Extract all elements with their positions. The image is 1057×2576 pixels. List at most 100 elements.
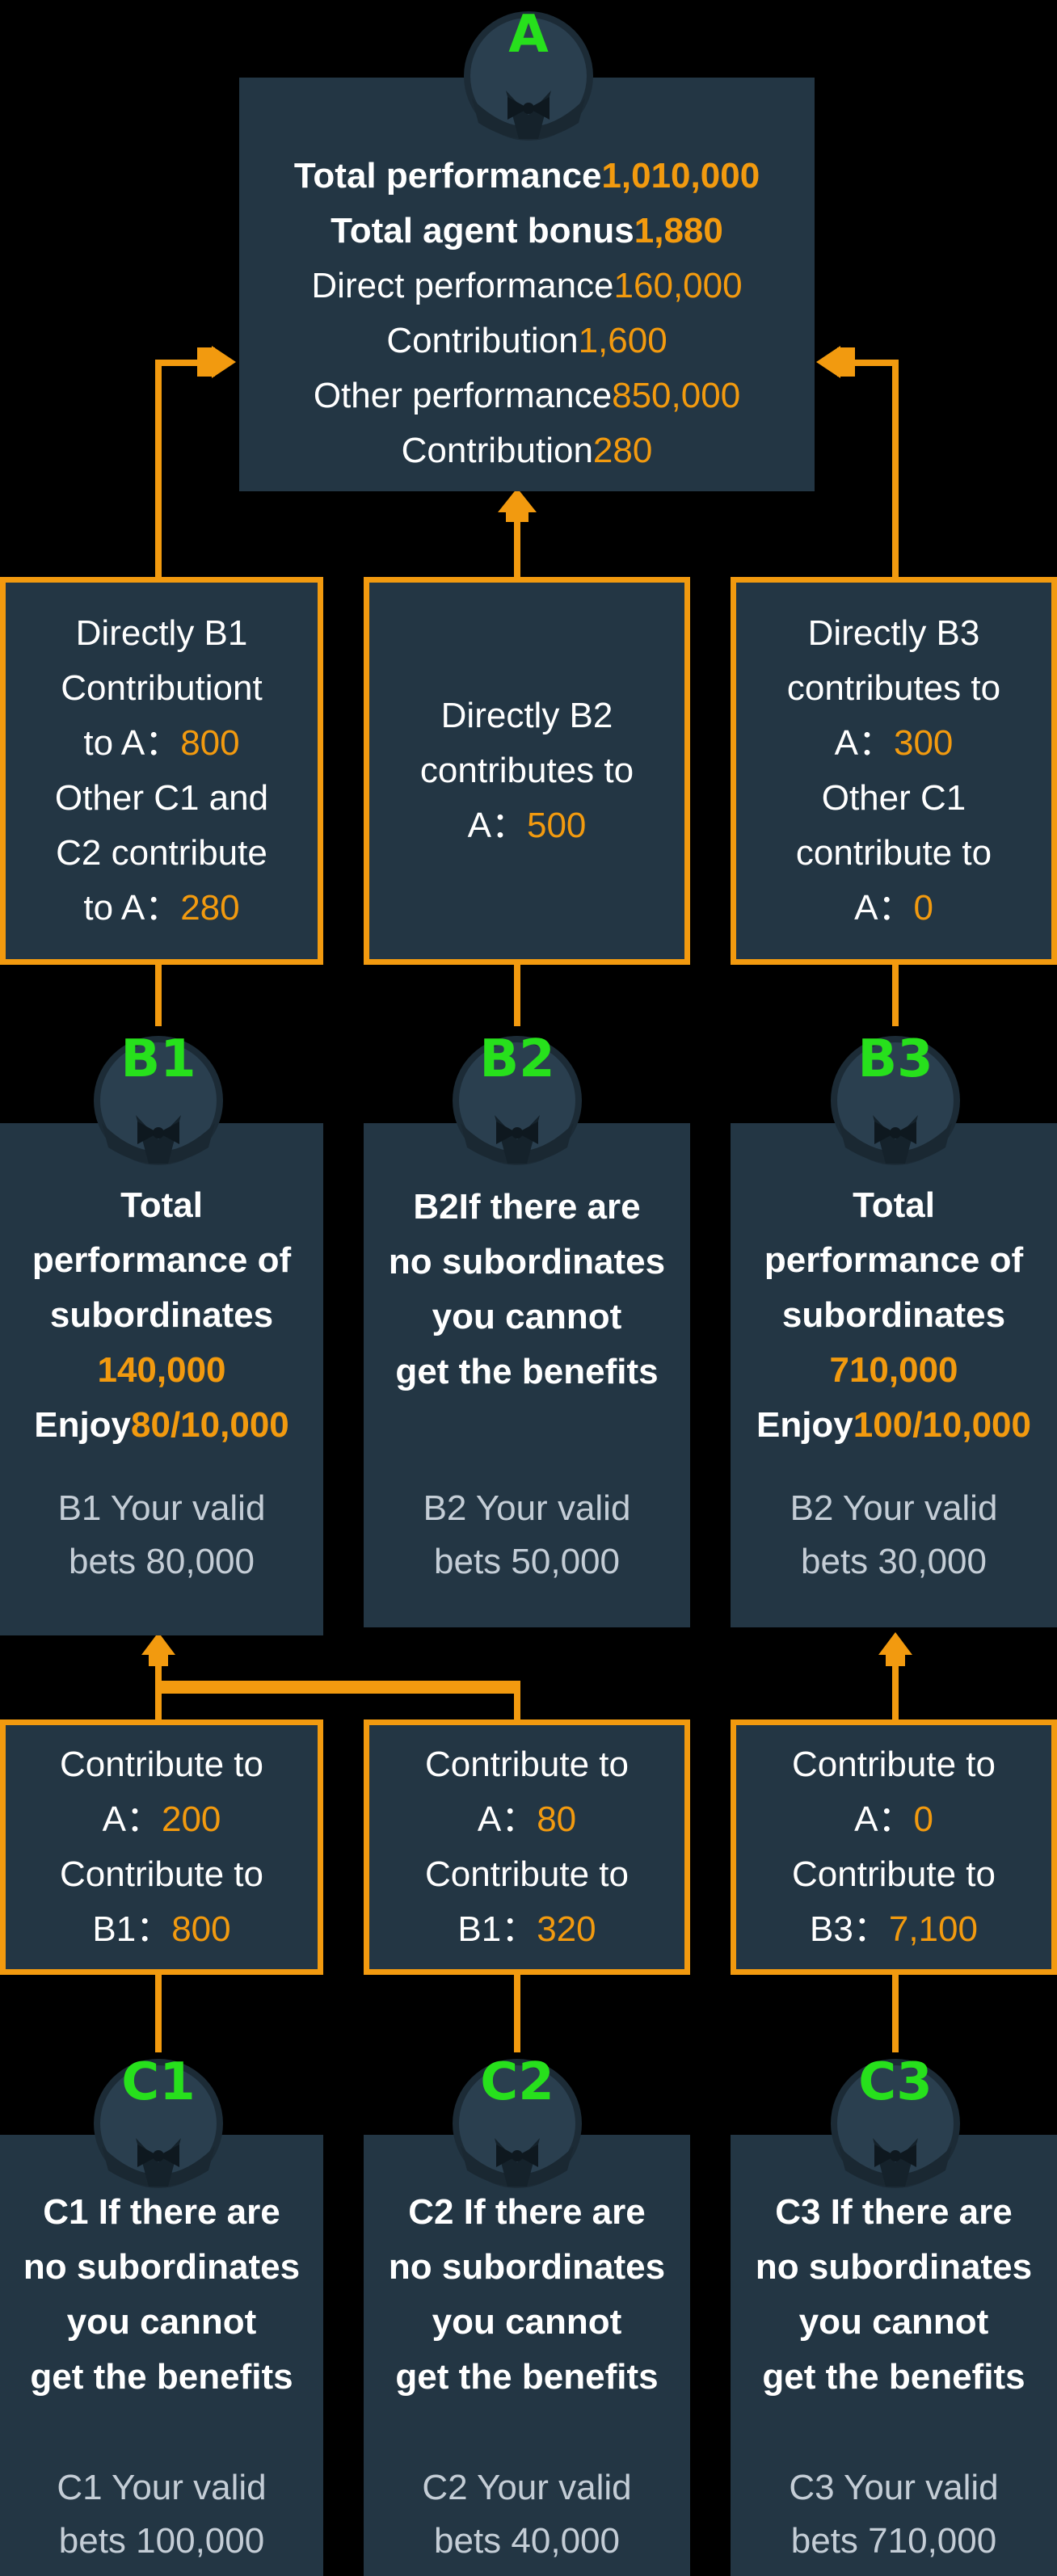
contribution-value: 300 (893, 723, 954, 763)
text-line: Contribute to (792, 1854, 996, 1894)
connector-line (514, 517, 520, 578)
avatar-icon: C3 (824, 2049, 966, 2191)
avatar-label: C1 (121, 2052, 196, 2112)
avatar-label: C2 (480, 2052, 554, 2112)
text-line: A：300 (834, 723, 954, 763)
arrowhead-icon (816, 346, 840, 378)
valid-bets-line: bets 710,000 (790, 2521, 997, 2561)
connector-line (892, 360, 899, 578)
performance-value: 140,000 (97, 1350, 226, 1390)
valid-bets-line: bets 100,000 (58, 2521, 265, 2561)
arrowhead-icon (141, 1632, 175, 1655)
valid-bets-line: B1 Your valid (57, 1488, 266, 1528)
direct-performance-label: Direct performance (311, 266, 614, 305)
text-line: Total (853, 1185, 935, 1225)
avatar-icon: A (457, 2, 600, 144)
contribution-row: Contribution280 (239, 423, 815, 478)
connector-line (149, 1653, 168, 1666)
connector-line (514, 1972, 520, 2052)
connector-line (837, 347, 855, 377)
connector-line (506, 509, 528, 522)
contribution-value: 1,600 (578, 321, 667, 360)
text-line: performance of (764, 1240, 1024, 1280)
node-b2-card: B2If there are no subordinates you canno… (364, 1123, 690, 1627)
node-b1-card: Total performance of subordinates 140,00… (0, 1123, 323, 1635)
valid-bets-line: bets 80,000 (69, 1542, 255, 1581)
text-line: you cannot (798, 2302, 989, 2342)
text-line: you cannot (432, 1297, 622, 1336)
text-line: subordinates (49, 1295, 274, 1335)
text-line: Other C1 and (54, 778, 269, 818)
direct-performance-row: Direct performance160,000 (239, 259, 815, 314)
performance-value: 710,000 (829, 1350, 958, 1390)
total-bonus-label: Total agent bonus (331, 211, 634, 250)
connector-line (155, 1972, 162, 2052)
contribution-value: 0 (913, 1799, 933, 1839)
connector-line (892, 1972, 899, 2052)
contribution-value: 800 (180, 723, 240, 763)
text-line: A：500 (467, 806, 587, 845)
connector-line (892, 1656, 899, 1721)
text-line: C1 If there are (43, 2192, 280, 2232)
contribution-label: Contribution (401, 431, 593, 470)
b2-contribution-card: Directly B2 contributes to A：500 (364, 577, 690, 965)
text-line: get the benefits (762, 2357, 1025, 2397)
avatar-label: B2 (479, 1029, 555, 1089)
valid-bets-line: B2 Your valid (790, 1488, 998, 1528)
text-line: no subordinates (755, 2247, 1033, 2287)
text-line: Contribute to (425, 1854, 629, 1894)
text-line: get the benefits (395, 2357, 659, 2397)
avatar-icon: B3 (824, 1026, 966, 1168)
connector-line (840, 360, 897, 366)
text-line: Contribute to (425, 1745, 629, 1784)
total-performance-label: Total performance (293, 156, 602, 196)
text-line: C2 If there are (408, 2192, 646, 2232)
contribution-value: 280 (592, 431, 653, 470)
text-line: A：0 (854, 888, 933, 928)
text-line: get the benefits (30, 2357, 293, 2397)
enjoy-row: Enjoy80/10,000 (34, 1405, 289, 1445)
text-line: Other C1 (821, 778, 966, 818)
enjoy-value: 80/10,000 (131, 1405, 289, 1445)
other-performance-value: 850,000 (612, 376, 741, 415)
text-line: B1：320 (457, 1909, 596, 1949)
contribution-value: 80 (537, 1799, 577, 1839)
text-line: no subordinates (388, 2247, 666, 2287)
arrowhead-icon (878, 1632, 912, 1655)
avatar-label: C3 (858, 2052, 933, 2112)
text-line: get the benefits (395, 1352, 659, 1391)
text-line: you cannot (432, 2302, 622, 2342)
text-line: B3：7,100 (810, 1909, 978, 1949)
avatar-icon: C1 (87, 2049, 230, 2191)
connector-line (514, 1681, 520, 1721)
enjoy-value: 100/10,000 (853, 1405, 1031, 1445)
text-line: Directly B3 (807, 613, 980, 653)
node-c1-card: C1 If there are no subordinates you cann… (0, 2135, 323, 2576)
total-bonus-row: Total agent bonus1,880 (239, 204, 815, 259)
text-line: to A：800 (83, 723, 240, 763)
direct-performance-value: 160,000 (613, 266, 743, 305)
node-c3-card: C3 If there are no subordinates you cann… (731, 2135, 1057, 2576)
text-line: to A：280 (83, 888, 240, 928)
connector-line (155, 962, 162, 1026)
arrowhead-icon (212, 346, 236, 378)
c2-contribution-card: Contribute to A：80 Contribute to B1：320 (364, 1719, 690, 1975)
avatar-label: B1 (120, 1029, 196, 1089)
avatar-label: A (508, 5, 549, 65)
node-b3-card: Total performance of subordinates 710,00… (731, 1123, 1057, 1627)
valid-bets-line: bets 30,000 (801, 1542, 987, 1581)
b1-contribution-card: Directly B1 Contributiont to A：800 Other… (0, 577, 323, 965)
b3-contribution-card: Directly B3 contributes to A：300 Other C… (731, 577, 1057, 965)
connector-line (197, 347, 215, 377)
text-line: subordinates (781, 1295, 1006, 1335)
connector-line (155, 360, 162, 578)
connector-line (514, 962, 520, 1026)
text-line: C2 contribute (56, 833, 267, 873)
text-line: B1：800 (92, 1909, 231, 1949)
text-line: A：200 (102, 1799, 221, 1839)
valid-bets-line: C1 Your valid (57, 2468, 267, 2507)
text-line: A：0 (854, 1799, 933, 1839)
text-line: C3 If there are (775, 2192, 1013, 2232)
text-line: you cannot (66, 2302, 257, 2342)
